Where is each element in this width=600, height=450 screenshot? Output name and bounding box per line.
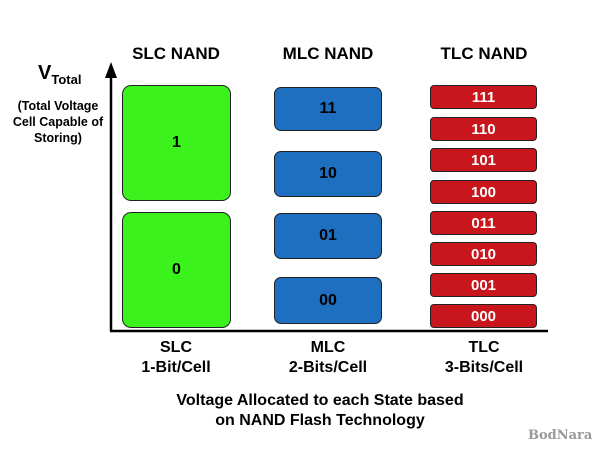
- mlc-header: MLC NAND: [282, 44, 374, 63]
- tlc-state: 100: [430, 180, 537, 204]
- tlc-state: 110: [430, 117, 537, 141]
- tlc-state: 010: [430, 242, 537, 266]
- slc-state-1: 1: [122, 85, 231, 201]
- caption: Voltage Allocated to each State based on…: [100, 391, 540, 431]
- watermark-logo: BodNara: [528, 428, 593, 443]
- y-axis-arrow-icon: [105, 62, 117, 78]
- slc-type: SLC: [160, 339, 192, 356]
- tlc-bottom-label: TLC 3-Bits/Cell: [414, 338, 554, 378]
- mlc-state: 01: [274, 213, 382, 259]
- y-axis-label-main: V: [38, 62, 52, 84]
- caption-line-1: Voltage Allocated to each State based: [176, 392, 464, 409]
- slc-header: SLC NAND: [132, 44, 220, 63]
- y-axis-description: (Total Voltage Cell Capable of Storing): [12, 99, 104, 145]
- mlc-bits: 2-Bits/Cell: [288, 359, 368, 376]
- mlc-type: MLC: [310, 339, 346, 356]
- tlc-state: 101: [430, 148, 537, 172]
- mlc-bottom-label: MLC 2-Bits/Cell: [258, 338, 398, 378]
- slc-bits: 1-Bit/Cell: [141, 359, 211, 376]
- tlc-bits: 3-Bits/Cell: [444, 359, 524, 376]
- tlc-state: 000: [430, 304, 537, 328]
- mlc-state: 10: [274, 151, 382, 197]
- tlc-type: TLC: [468, 339, 500, 356]
- mlc-state: 11: [274, 87, 382, 131]
- slc-state-0: 0: [122, 212, 231, 328]
- tlc-state: 111: [430, 85, 537, 109]
- y-axis-label: VTotal: [38, 62, 81, 87]
- tlc-header: TLC NAND: [440, 44, 528, 63]
- mlc-state: 00: [274, 277, 382, 324]
- tlc-state: 001: [430, 273, 537, 297]
- tlc-state: 011: [430, 211, 537, 235]
- slc-bottom-label: SLC 1-Bit/Cell: [106, 338, 246, 378]
- caption-line-2: on NAND Flash Technology: [215, 412, 425, 429]
- y-axis-label-sub: Total: [51, 72, 82, 87]
